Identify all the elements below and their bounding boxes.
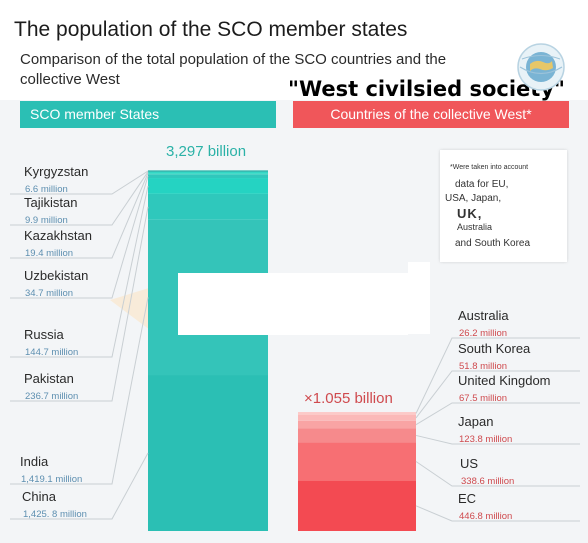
segment-label-russia: Russia <box>24 327 65 342</box>
bar-segment-uzbekistan <box>148 174 268 179</box>
leader-line-kazakhstan <box>10 172 149 259</box>
bar-segment-china <box>148 375 268 531</box>
bar-segment-russia <box>148 178 268 194</box>
leader-line-tajikistan <box>10 171 149 226</box>
segment-label-china: China <box>22 489 57 504</box>
sco-group-banner: SCO member States <box>20 101 276 128</box>
overlay-caption: "West civilsied society" <box>288 77 565 101</box>
note-line: data for EU, <box>455 179 509 190</box>
segment-value-india: 1,419.1 million <box>21 474 82 485</box>
leader-line-uzbekistan <box>10 176 149 299</box>
leader-line-pakistan <box>10 206 149 402</box>
segment-label-south-korea: South Korea <box>458 341 531 356</box>
segment-label-tajikistan: Tajikistan <box>24 195 77 210</box>
segment-value-kyrgyzstan: 6.6 million <box>25 184 68 195</box>
segment-value-china: 1,425. 8 million <box>23 509 87 520</box>
redaction-patch-edge <box>408 262 430 334</box>
bar-segment-kazakhstan <box>148 172 268 175</box>
segment-value-ec: 446.8 million <box>459 511 512 522</box>
note-line: UK, <box>457 206 483 221</box>
segment-value-uzbekistan: 34.7 million <box>25 288 73 299</box>
page-title: The population of the SCO member states <box>14 18 408 41</box>
footnote-box: *Were taken into account data for EU, US… <box>440 150 567 262</box>
segment-label-united-kingdom: United Kingdom <box>458 373 551 388</box>
leader-line-china <box>10 452 149 520</box>
segment-value-united-kingdom: 67.5 million <box>459 393 507 404</box>
leader-line-united-kingdom <box>415 402 580 426</box>
sco-globe-logo-icon <box>517 43 565 91</box>
segment-label-pakistan: Pakistan <box>24 371 74 386</box>
segment-value-pakistan: 236.7 million <box>25 391 78 402</box>
bar-segment-ec <box>298 480 416 531</box>
segment-label-ec: EC <box>458 491 476 506</box>
page-subtitle: Comparison of the total population of th… <box>20 51 447 88</box>
leader-line-russia <box>10 185 149 358</box>
bar-segment-south-korea <box>298 414 416 421</box>
leader-line-kyrgyzstan <box>10 170 149 195</box>
segment-value-kazakhstan: 19.4 million <box>25 248 73 259</box>
segment-label-kazakhstan: Kazakhstan <box>24 228 92 243</box>
segment-value-tajikistan: 9.9 million <box>25 215 68 226</box>
segment-label-japan: Japan <box>458 414 493 429</box>
west-total-label: ×1.055 billion <box>304 390 393 407</box>
bar-segment-australia <box>298 412 416 415</box>
west-group-banner: Countries of the collective West* <box>293 101 569 128</box>
segment-value-us: 338.6 million <box>461 476 514 487</box>
redaction-patch <box>178 273 408 335</box>
leader-line-japan <box>415 434 580 445</box>
bar-segment-japan <box>298 428 416 443</box>
bar-segment-united-kingdom <box>298 420 416 429</box>
bar-segment-pakistan <box>148 193 268 220</box>
segment-label-uzbekistan: Uzbekistan <box>24 268 88 283</box>
sco-total-label: 3,297 billion <box>166 143 247 160</box>
leader-line-india <box>10 297 149 485</box>
note-line: USA, Japan, <box>445 193 502 204</box>
leader-line-australia <box>415 337 580 414</box>
segment-label-us: US <box>460 456 478 471</box>
segment-value-russia: 144.7 million <box>25 347 78 358</box>
leader-line-south-korea <box>415 370 580 419</box>
header-band <box>0 0 588 100</box>
note-line: *Were taken into account <box>450 164 529 171</box>
segment-value-south-korea: 51.8 million <box>459 361 507 372</box>
segment-value-japan: 123.8 million <box>459 434 512 445</box>
note-line: and South Korea <box>455 238 531 249</box>
segment-label-kyrgyzstan: Kyrgyzstan <box>24 164 88 179</box>
segment-value-australia: 26.2 million <box>459 328 507 339</box>
bar-segment-us <box>298 442 416 481</box>
leader-line-us <box>415 461 580 487</box>
segment-label-australia: Australia <box>458 308 509 323</box>
bar-segment-kyrgyzstan <box>148 170 268 172</box>
leader-line-ec <box>415 505 580 522</box>
segment-label-india: India <box>20 454 49 469</box>
note-line: Australia <box>457 222 493 232</box>
